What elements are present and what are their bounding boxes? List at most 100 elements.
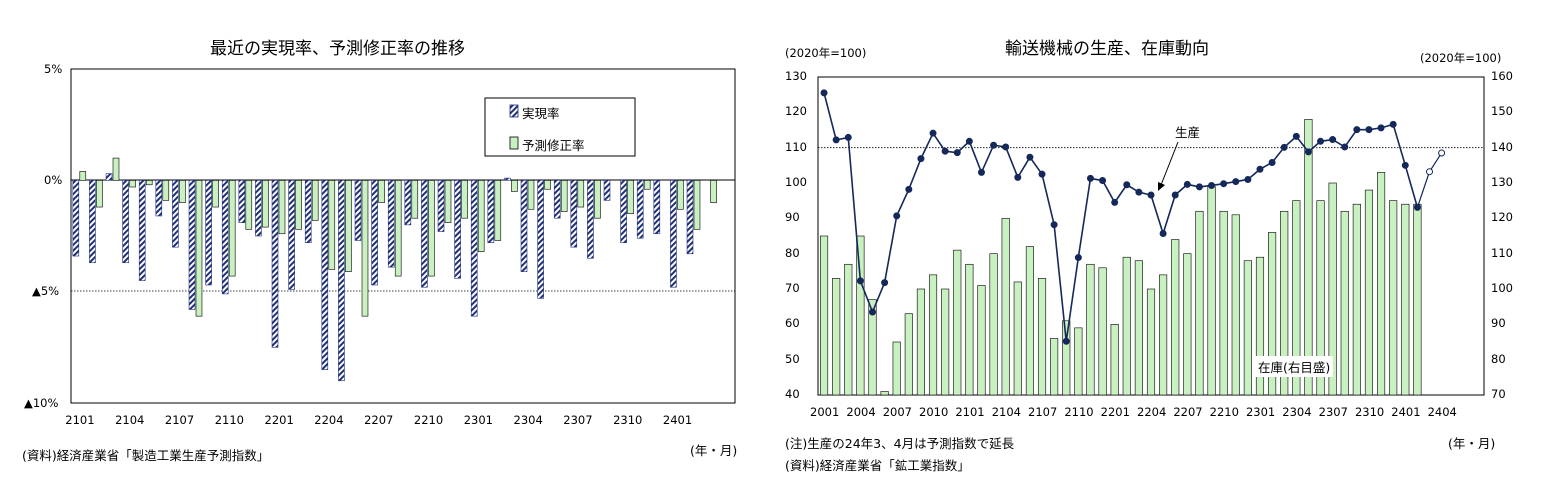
left-bars <box>72 157 717 382</box>
right-y-left-tick-60: 60 <box>785 316 800 331</box>
right-y-right-tick-70: 70 <box>1491 387 1506 401</box>
left-chart-title: 最近の実現率、予測修正率の推移 <box>210 39 465 59</box>
right-x-tick-2304: 2304 <box>1282 405 1312 419</box>
production-point-2012 <box>953 149 961 157</box>
bar-revision-2205 <box>345 180 352 272</box>
right-y-right-tick-100: 100 <box>1491 281 1513 295</box>
bar-inventory-2201 <box>1110 324 1119 396</box>
bar-inventory-2011 <box>941 288 950 396</box>
bar-revision-2112 <box>262 180 269 228</box>
bar-revision-2103 <box>112 157 120 181</box>
production-label-arrow <box>1160 141 1179 186</box>
bar-revision-2308 <box>594 180 601 219</box>
bar-realization-2105 <box>138 180 146 281</box>
production-point-2204 <box>1147 191 1155 199</box>
legend-label-revision: 予測修正率 <box>522 138 585 153</box>
bar-realization-2307 <box>570 180 578 248</box>
bar-realization-2110 <box>221 180 229 295</box>
bar-inventory-2402 <box>1413 203 1422 396</box>
production-point-2208 <box>1195 183 1203 191</box>
bar-realization-2305 <box>537 180 544 299</box>
production-point-2004 <box>856 277 864 285</box>
production-point-2107 <box>1038 170 1046 178</box>
production-point-2205 <box>1159 230 1167 238</box>
bar-inventory-2303 <box>1280 210 1289 396</box>
bar-inventory-2307 <box>1328 182 1337 396</box>
production-point-2402 <box>1413 203 1421 211</box>
bar-revision-2203 <box>311 180 319 221</box>
production-point-2403 <box>1426 168 1434 176</box>
production-point-2202 <box>1123 181 1131 189</box>
bar-inventory-2012 <box>953 249 962 396</box>
bar-realization-2402 <box>686 180 694 255</box>
left-x-tick-2101: 2101 <box>65 413 95 427</box>
bar-revision-2201 <box>278 180 286 235</box>
bar-realization-2308 <box>587 180 594 259</box>
right-x-tick-2010: 2010 <box>919 405 949 419</box>
bar-inventory-2401 <box>1401 203 1410 396</box>
bar-revision-2106 <box>162 180 170 201</box>
production-point-2301 <box>1256 165 1264 173</box>
bar-revision-2403 <box>710 180 717 203</box>
bar-realization-2210 <box>421 180 428 288</box>
right-x-tick-2401: 2401 <box>1391 405 1421 419</box>
right-right-unit: (2020年=100) <box>1420 51 1502 65</box>
bar-revision-2104 <box>129 180 136 188</box>
bar-inventory-2312 <box>1389 200 1398 396</box>
right-x-tick-2107: 2107 <box>1028 405 1058 419</box>
left-y-tick-5: 5% <box>44 62 63 76</box>
bar-revision-2311 <box>643 180 651 190</box>
bar-realization-2301 <box>470 180 478 317</box>
production-point-2003 <box>844 133 852 141</box>
production-point-2401 <box>1401 161 1409 169</box>
bar-inventory-2302 <box>1268 232 1277 396</box>
bar-realization-2206 <box>354 180 362 241</box>
right-left-unit: (2020年=100) <box>785 46 867 60</box>
left-unit-label: (年・月) <box>690 443 738 458</box>
production-point-2212 <box>1244 175 1252 183</box>
bar-realization-2207 <box>371 180 378 286</box>
left-x-tick-2104: 2104 <box>115 413 145 427</box>
right-y-right-tick-150: 150 <box>1491 104 1513 119</box>
bar-revision-2107 <box>179 180 186 203</box>
bar-inventory-2301 <box>1255 256 1265 396</box>
left-x-tick-2307: 2307 <box>563 413 593 427</box>
left-source: (資料)経済産業省「製造工業生産予測指数」 <box>22 448 270 463</box>
bar-realization-2309 <box>603 180 611 201</box>
bar-realization-2106 <box>155 180 163 217</box>
bar-inventory-2004 <box>856 235 865 396</box>
bar-inventory-2308 <box>1340 210 1349 396</box>
production-point-2008 <box>905 185 913 193</box>
production-point-2304 <box>1292 132 1300 140</box>
bar-realization-2107 <box>172 180 179 248</box>
bar-inventory-2108 <box>1050 338 1059 396</box>
bar-inventory-2105 <box>1013 281 1022 396</box>
bar-inventory-2304 <box>1292 200 1301 396</box>
production-label: 生産 <box>1175 125 1201 140</box>
bar-inventory-2211 <box>1231 214 1240 396</box>
bar-realization-2208 <box>387 180 395 268</box>
left-legend <box>484 97 636 157</box>
right-x-tick-2004: 2004 <box>846 405 876 419</box>
bar-revision-2211 <box>444 180 452 223</box>
bar-revision-2102 <box>96 180 103 208</box>
right-y-left-tick-40: 40 <box>785 387 800 401</box>
left-y-tick-0: 0% <box>44 173 63 187</box>
right-x-tick-2101: 2101 <box>955 405 985 419</box>
right-y-right-tick-160: 160 <box>1491 69 1513 83</box>
bar-realization-2212 <box>454 180 461 279</box>
left-x-tick-2301: 2301 <box>463 413 493 427</box>
right-x-tick-2210: 2210 <box>1209 405 1239 419</box>
bar-inventory-2206 <box>1171 239 1180 396</box>
production-point-2010 <box>929 129 937 137</box>
bar-inventory-2006 <box>880 391 889 396</box>
right-y-right-tick-130: 130 <box>1491 175 1513 189</box>
bar-revision-2212 <box>461 180 468 219</box>
bar-revision-2208 <box>394 180 402 277</box>
right-x-tick-2307: 2307 <box>1318 405 1348 419</box>
bar-revision-2105 <box>145 180 153 186</box>
left-x-tick-2304: 2304 <box>513 413 543 427</box>
bar-realization-2310 <box>620 180 627 243</box>
right-chart-title: 輸送機械の生産、在庫動向 <box>1005 39 1209 59</box>
left-x-tick-2204: 2204 <box>314 413 344 427</box>
